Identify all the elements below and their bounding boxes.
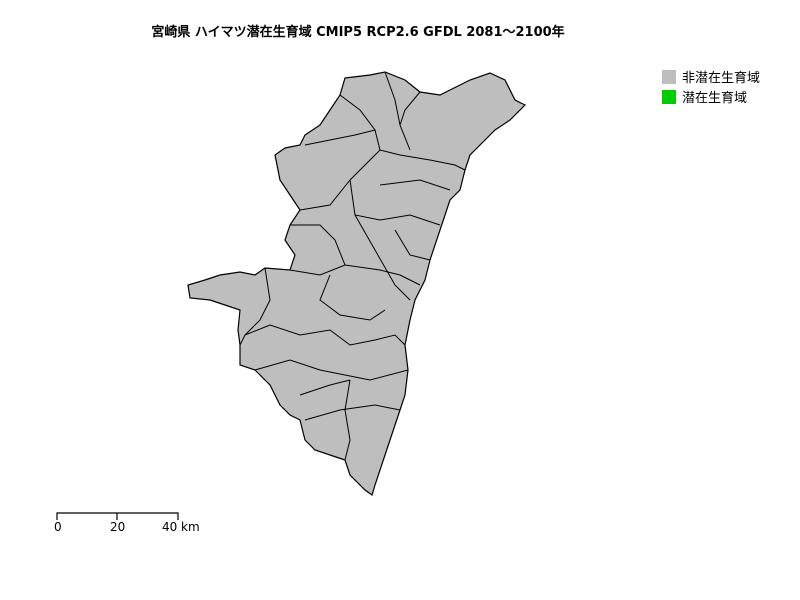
scale-tick-0: 0: [54, 520, 62, 534]
map-title: 宮崎県 ハイマツ潜在生育域 CMIP5 RCP2.6 GFDL 2081～210…: [151, 25, 565, 40]
prefecture-shape: [187, 71, 527, 496]
legend-swatch-non-habitat: [662, 69, 676, 84]
legend-label: 非潜在生育域: [682, 71, 761, 86]
legend-label: 潜在生育域: [682, 91, 748, 106]
legend-swatch-habitat: [662, 89, 676, 104]
scale-tick-20: 20: [110, 520, 126, 534]
municipal-borders: [239, 71, 466, 461]
legend-item-non-habitat: 非潜在生育域: [662, 67, 760, 86]
scale-tick-40: 40: [162, 520, 178, 534]
scale-unit: km: [181, 520, 200, 534]
legend-item-habitat: 潜在生育域: [662, 87, 747, 106]
